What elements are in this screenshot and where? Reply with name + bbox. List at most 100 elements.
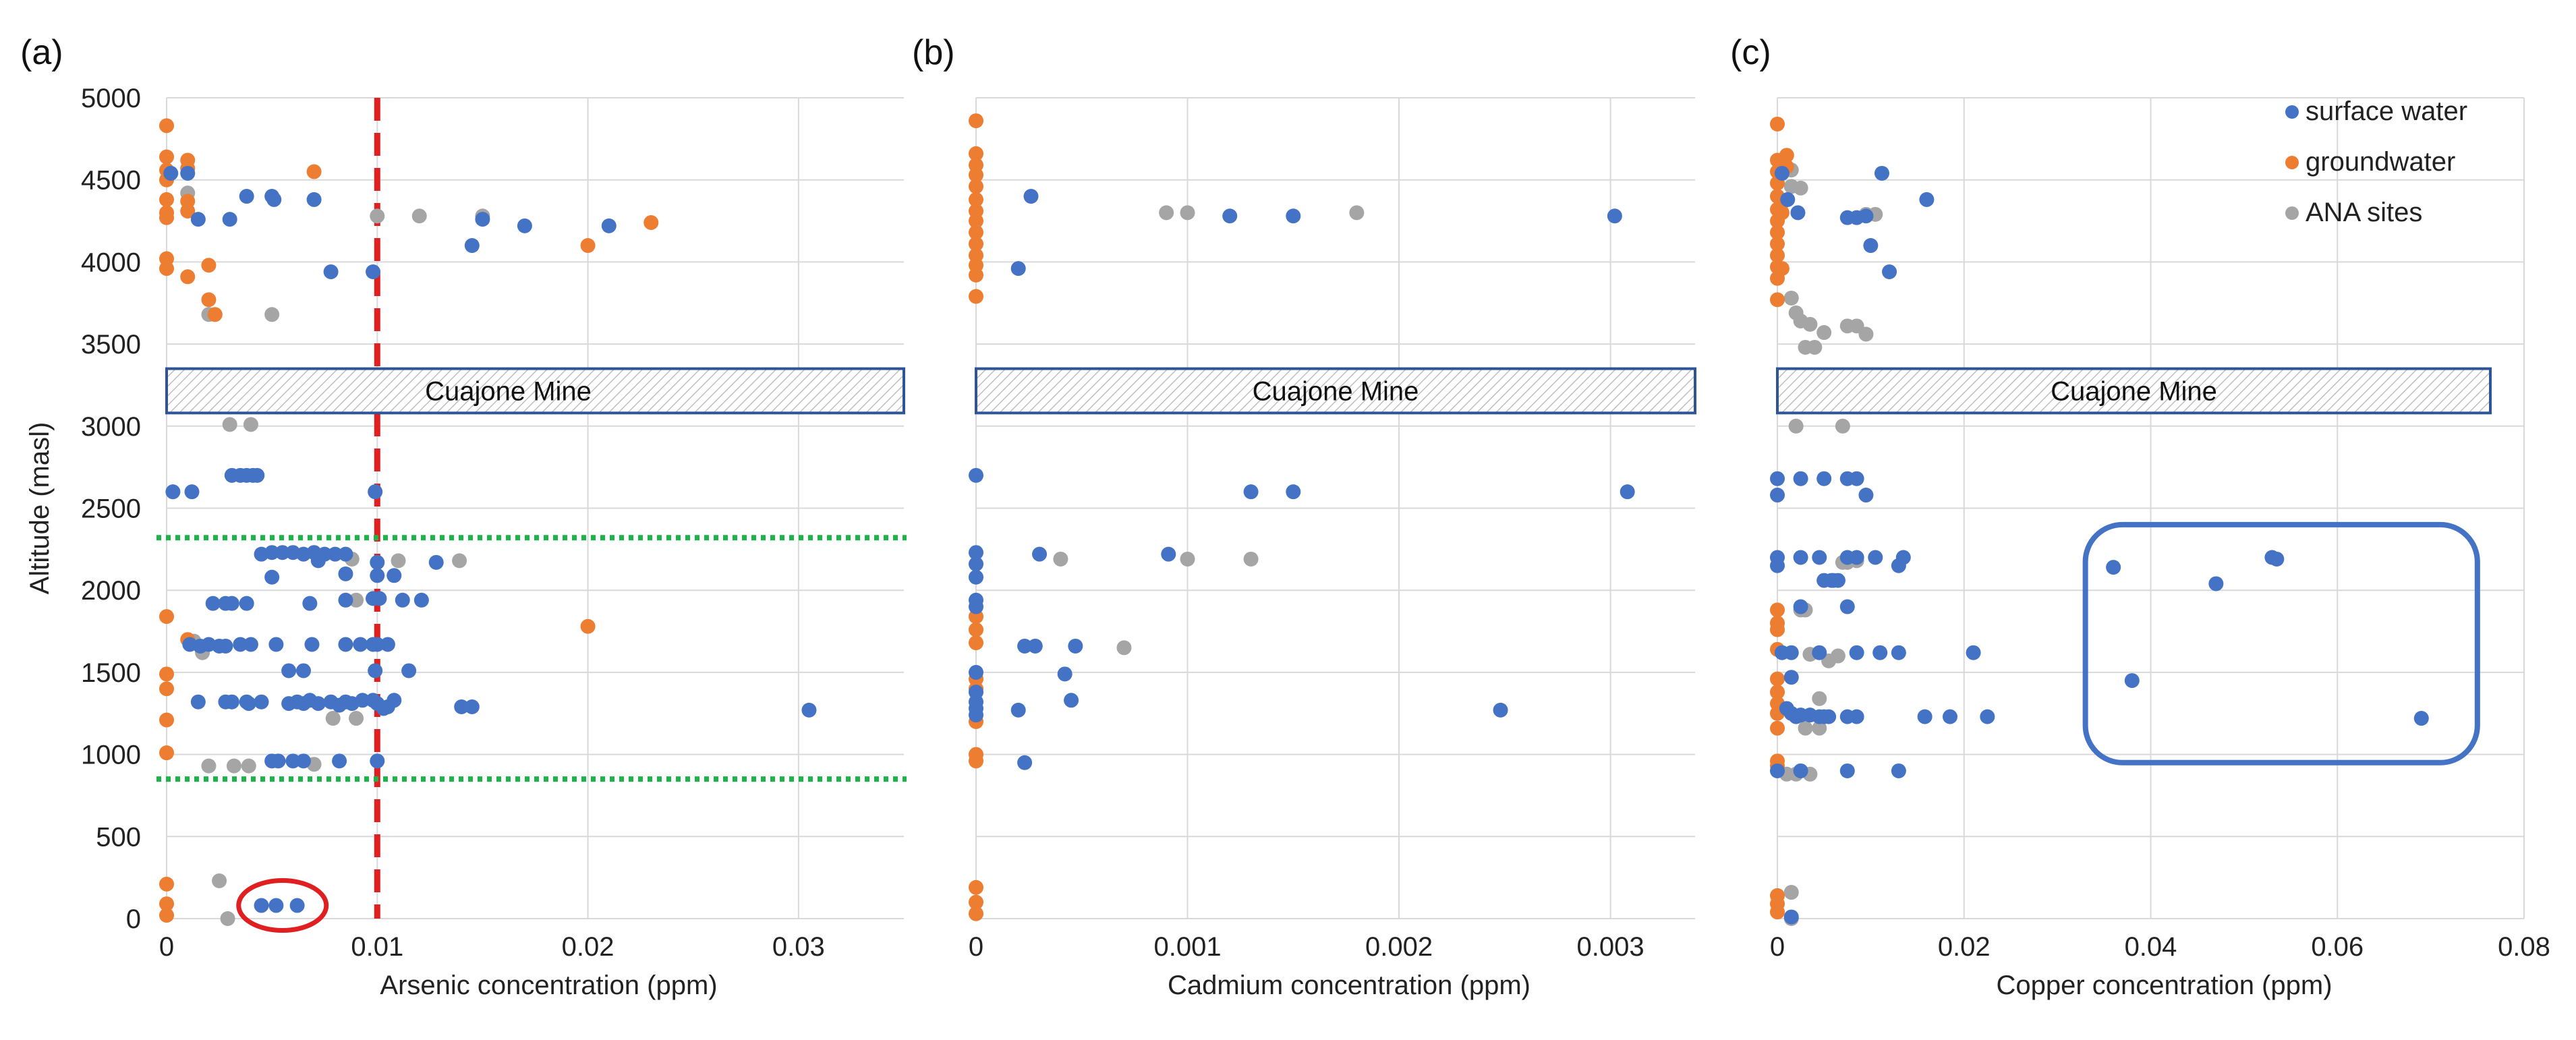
panel-2-surface-water-point (1882, 264, 1897, 280)
panel-2-surface-water-point (1863, 238, 1879, 254)
panel-0-groundwater-point (159, 712, 174, 728)
panel-2-surface-water-point (1783, 909, 1799, 925)
panel-2-surface-water-point (1770, 558, 1785, 573)
panel-2-surface-water-point (1839, 599, 1855, 614)
panel-0-surface-water-point (295, 753, 311, 769)
legend-marker-groundwater (2285, 156, 2299, 169)
panel-2-surface-water-point (1783, 645, 1799, 660)
panel-0-surface-water-point (413, 592, 429, 608)
y-tick-label: 0 (126, 904, 141, 934)
panel-2-surface-water-point (1770, 488, 1785, 503)
panel-0-groundwater-point (159, 745, 174, 761)
panel-1-groundwater-point (969, 179, 983, 194)
panel-0-surface-water-point (304, 637, 320, 652)
y-tick-label: 1500 (81, 658, 141, 688)
panel-0-surface-water-point (180, 165, 196, 181)
panel-2-surface-water-point (1849, 709, 1864, 724)
panel-2-groundwater-point (1770, 248, 1785, 263)
panel-2-groundwater-point (1770, 225, 1785, 240)
panel-0-surface-water-point (250, 467, 265, 483)
panel-0-label: (a) (20, 33, 63, 72)
reference-lines-layer (156, 98, 2480, 933)
panel-0-surface-water-point (281, 663, 297, 678)
panel-2-surface-water-point (1816, 471, 1832, 486)
panel-2-surface-water-point (1770, 471, 1785, 486)
panel-2-ana-sites-point (1812, 691, 1827, 706)
panel-1-groundwater-point (969, 113, 983, 129)
panel-1-x-tick-label: 0.001 (1153, 932, 1221, 962)
panel-1-surface-water-point (1064, 693, 1079, 708)
panel-0-surface-water-point (464, 238, 480, 254)
panel-0-surface-water-point (268, 898, 284, 913)
highlight-box (2082, 521, 2480, 765)
panel-2-groundwater-point (1770, 904, 1785, 920)
panel-2-ana-sites-point (1798, 720, 1813, 736)
panel-2-groundwater-point (1770, 720, 1785, 736)
panel-0-surface-water-point (370, 753, 385, 769)
legend-label-ana-sites: ANA sites (2306, 198, 2422, 227)
panel-0-x-axis-label: Arsenic concentration (ppm) (380, 971, 717, 1000)
legend-label-groundwater: groundwater (2306, 147, 2455, 177)
y-tick-label: 4000 (81, 248, 141, 277)
panel-0-surface-water-point (475, 212, 490, 227)
panel-2-surface-water-point (1849, 550, 1864, 565)
panel-2-x-tick-label: 0.06 (2311, 932, 2364, 962)
panel-1-surface-water-point (1010, 702, 1026, 718)
panel-2-surface-water-point (2124, 673, 2140, 689)
panel-2-surface-water-point (1874, 165, 1889, 181)
panel-2-groundwater-point (1774, 261, 1790, 277)
panel-2-ana-sites-point (1783, 885, 1799, 900)
panel-0-surface-water-point (517, 218, 532, 233)
panel-1-surface-water-point (969, 599, 983, 614)
legend-marker-ana-sites (2285, 206, 2299, 220)
y-axis-label: Altitude (masl) (25, 422, 55, 595)
panel-0-surface-water-point (243, 637, 258, 652)
panel-1-mine-band (975, 367, 1696, 415)
panel-2-ana-sites-point (1783, 290, 1799, 306)
panel-2-ana-sites-point (1858, 326, 1874, 342)
panel-2-x-tick-label: 0.08 (2498, 932, 2550, 962)
panel-0-surface-water-point (306, 192, 322, 207)
panel-2-groundwater-point (1770, 671, 1785, 687)
panel-0-groundwater-point (580, 618, 596, 634)
panel-2-ana-sites-point (1788, 418, 1804, 434)
panel-2-surface-water-point (1812, 550, 1827, 565)
panel-1-ana-sites-point (1243, 551, 1259, 567)
y-tick-label: 3500 (81, 330, 141, 359)
panel-0-surface-water-point (338, 637, 353, 652)
panel-1-mine-label: Cuajone Mine (1253, 376, 1419, 406)
panel-2-x-tick-label: 0.02 (1938, 932, 1991, 962)
panel-0-surface-water-point (428, 554, 444, 570)
panel-0-mine-band (165, 367, 905, 415)
data-points-layer (159, 113, 2429, 926)
panel-0-surface-water-point (275, 545, 290, 560)
panel-1-groundwater-point (969, 635, 983, 651)
panel-0-surface-water-point (370, 637, 385, 652)
panel-2-surface-water-point (1793, 763, 1808, 778)
panel-2-surface-water-point (1780, 192, 1796, 207)
panel-0-surface-water-point (289, 898, 305, 913)
panel-2-surface-water-point (1821, 709, 1837, 724)
panel-1-groundwater-point (969, 236, 983, 252)
panel-2-surface-water-point (1980, 709, 1995, 724)
panel-1-surface-water-point (969, 556, 983, 572)
panel-1-groundwater-point (969, 879, 983, 895)
panel-0-surface-water-point (218, 638, 233, 654)
panel-2-ana-sites-point (1802, 316, 1818, 332)
panel-2-surface-water-point (1849, 645, 1864, 660)
panel-0-surface-water-point (338, 592, 353, 608)
panel-2-surface-water-point (1891, 763, 1906, 778)
y-tick-label: 2500 (81, 494, 141, 524)
panel-0-surface-water-point (338, 566, 353, 581)
panel-1-groundwater-point (969, 906, 983, 921)
panel-1-ana-sites-point (1180, 205, 1195, 221)
panel-0-groundwater-point (159, 876, 174, 892)
panel-2-surface-water-point (1793, 471, 1808, 486)
panel-1-groundwater-point (969, 622, 983, 637)
panel-0-surface-water-point (285, 753, 301, 769)
panel-2-surface-water-point (1895, 550, 1911, 565)
panel-2-surface-water-point (2269, 551, 2285, 567)
panel-2-groundwater-point (1770, 292, 1785, 308)
